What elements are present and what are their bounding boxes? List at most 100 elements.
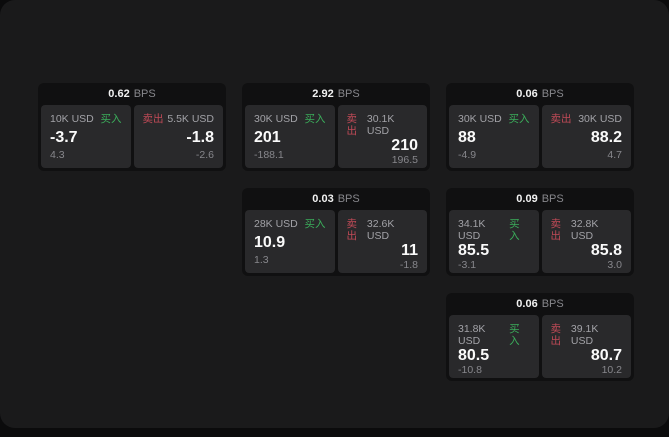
sell-sub-value: 4.7 bbox=[607, 149, 622, 161]
spread-value: 0.06 bbox=[516, 298, 538, 310]
sell-sub-value: -2.6 bbox=[195, 149, 214, 161]
sell-price-value: -1.8 bbox=[186, 128, 214, 146]
spread-header: 2.92 BPS bbox=[242, 83, 430, 105]
buy-trade-size: 34.1K USD bbox=[458, 218, 486, 242]
buy-top-row: 30K USD 买入 bbox=[254, 113, 326, 125]
price-tile-card: 0.06 BPS 31.8K USD 买入 80.5 -10.8 卖出 39.1… bbox=[446, 293, 634, 381]
sell-panel[interactable]: 卖出 5.5K USD -1.8 -2.6 bbox=[133, 105, 223, 168]
buy-panel[interactable]: 30K USD 买入 201 -188.1 bbox=[245, 105, 335, 168]
sell-top-row: 卖出 30.1K USD bbox=[347, 113, 419, 137]
sell-side-label: 卖出 bbox=[550, 323, 562, 347]
spread-value: 0.62 bbox=[108, 88, 130, 100]
panels-container: 10K USD 买入 -3.7 4.3 卖出 5.5K USD -1.8 -2.… bbox=[38, 105, 226, 171]
buy-side-label: 买入 bbox=[304, 113, 326, 125]
buy-side-label: 买入 bbox=[508, 113, 530, 125]
panels-container: 28K USD 买入 10.9 1.3 卖出 32.6K USD 11 -1.8 bbox=[242, 210, 430, 276]
panels-container: 34.1K USD 买入 85.5 -3.1 卖出 32.8K USD 85.8… bbox=[446, 210, 634, 276]
buy-sub-value: -188.1 bbox=[254, 149, 284, 161]
buy-price-value: -3.7 bbox=[50, 128, 78, 146]
buy-top-row: 28K USD 买入 bbox=[254, 218, 326, 230]
sell-top-row: 卖出 32.8K USD bbox=[551, 218, 623, 242]
price-tile-card: 0.06 BPS 30K USD 买入 88 -4.9 卖出 30K USD 8… bbox=[446, 83, 634, 171]
sell-panel[interactable]: 卖出 39.1K USD 80.7 10.2 bbox=[541, 315, 631, 378]
sell-trade-size: 32.8K USD bbox=[570, 218, 599, 242]
sell-side-label: 卖出 bbox=[346, 113, 358, 137]
spread-unit: BPS bbox=[337, 193, 360, 205]
spread-unit: BPS bbox=[541, 298, 564, 310]
sell-price-value: 80.7 bbox=[590, 347, 622, 364]
sell-panel[interactable]: 卖出 32.8K USD 85.8 3.0 bbox=[541, 210, 631, 273]
spread-header: 0.06 BPS bbox=[446, 293, 634, 315]
price-tile-card: 2.92 BPS 30K USD 买入 201 -188.1 卖出 30.1K … bbox=[242, 83, 430, 171]
price-tiles-grid: 0.62 BPS 10K USD 买入 -3.7 4.3 卖出 5.5K USD… bbox=[38, 83, 634, 381]
spread-header: 0.06 BPS bbox=[446, 83, 634, 105]
buy-sub-value: -4.9 bbox=[458, 149, 477, 161]
sell-side-label: 卖出 bbox=[346, 218, 358, 242]
spread-unit: BPS bbox=[541, 193, 564, 205]
spread-value: 0.06 bbox=[516, 88, 538, 100]
buy-trade-size: 30K USD bbox=[254, 113, 298, 125]
buy-trade-size: 28K USD bbox=[254, 218, 298, 230]
buy-top-row: 31.8K USD 买入 bbox=[458, 323, 530, 347]
sell-top-row: 卖出 5.5K USD bbox=[143, 113, 215, 125]
buy-top-row: 10K USD 买入 bbox=[50, 113, 122, 125]
sell-trade-size: 5.5K USD bbox=[167, 113, 214, 125]
sell-side-label: 卖出 bbox=[550, 218, 562, 242]
buy-side-label: 买入 bbox=[509, 323, 520, 347]
sell-sub-value: 196.5 bbox=[391, 154, 418, 166]
panels-container: 30K USD 买入 88 -4.9 卖出 30K USD 88.2 4.7 bbox=[446, 105, 634, 171]
sell-sub-value: -1.8 bbox=[399, 259, 418, 271]
sell-price-value: 210 bbox=[391, 137, 418, 154]
spread-header: 0.03 BPS bbox=[242, 188, 430, 210]
buy-panel[interactable]: 28K USD 买入 10.9 1.3 bbox=[245, 210, 335, 273]
sell-top-row: 卖出 32.6K USD bbox=[347, 218, 419, 242]
price-tile-card: 0.09 BPS 34.1K USD 买入 85.5 -3.1 卖出 32.8K… bbox=[446, 188, 634, 276]
buy-price-value: 10.9 bbox=[254, 233, 286, 251]
spread-unit: BPS bbox=[133, 88, 156, 100]
buy-panel[interactable]: 30K USD 买入 88 -4.9 bbox=[449, 105, 539, 168]
sell-price-value: 11 bbox=[401, 242, 418, 259]
sell-trade-size: 32.6K USD bbox=[366, 218, 395, 242]
sell-panel[interactable]: 卖出 30.1K USD 210 196.5 bbox=[337, 105, 427, 168]
buy-price-value: 85.5 bbox=[458, 242, 490, 259]
spread-value: 0.09 bbox=[516, 193, 538, 205]
buy-trade-size: 31.8K USD bbox=[458, 323, 486, 347]
buy-trade-size: 10K USD bbox=[50, 113, 94, 125]
panels-container: 30K USD 买入 201 -188.1 卖出 30.1K USD 210 1… bbox=[242, 105, 430, 171]
sell-sub-value: 10.2 bbox=[601, 364, 622, 376]
app-window: 0.62 BPS 10K USD 买入 -3.7 4.3 卖出 5.5K USD… bbox=[0, 0, 669, 428]
spread-unit: BPS bbox=[541, 88, 564, 100]
buy-sub-value: 1.3 bbox=[254, 254, 269, 266]
sell-panel[interactable]: 卖出 30K USD 88.2 4.7 bbox=[541, 105, 631, 168]
buy-sub-value: 4.3 bbox=[50, 149, 65, 161]
sell-price-value: 88.2 bbox=[590, 128, 622, 146]
buy-trade-size: 30K USD bbox=[458, 113, 502, 125]
sell-panel[interactable]: 卖出 32.6K USD 11 -1.8 bbox=[337, 210, 427, 273]
sell-side-label: 卖出 bbox=[142, 113, 164, 125]
buy-side-label: 买入 bbox=[304, 218, 326, 230]
sell-top-row: 卖出 30K USD bbox=[551, 113, 623, 125]
buy-top-row: 34.1K USD 买入 bbox=[458, 218, 530, 242]
buy-side-label: 买入 bbox=[100, 113, 122, 125]
buy-price-value: 201 bbox=[254, 128, 281, 146]
sell-price-value: 85.8 bbox=[590, 242, 622, 259]
buy-sub-value: -10.8 bbox=[458, 364, 482, 376]
buy-sub-value: -3.1 bbox=[458, 259, 477, 271]
spread-header: 0.62 BPS bbox=[38, 83, 226, 105]
buy-price-value: 80.5 bbox=[458, 347, 490, 364]
sell-sub-value: 3.0 bbox=[607, 259, 622, 271]
spread-header: 0.09 BPS bbox=[446, 188, 634, 210]
buy-panel[interactable]: 34.1K USD 买入 85.5 -3.1 bbox=[449, 210, 539, 273]
sell-side-label: 卖出 bbox=[550, 113, 572, 125]
buy-side-label: 买入 bbox=[509, 218, 520, 242]
sell-trade-size: 39.1K USD bbox=[570, 323, 599, 347]
buy-top-row: 30K USD 买入 bbox=[458, 113, 530, 125]
buy-panel[interactable]: 10K USD 买入 -3.7 4.3 bbox=[41, 105, 131, 168]
sell-trade-size: 30K USD bbox=[578, 113, 622, 125]
spread-value: 0.03 bbox=[312, 193, 334, 205]
buy-panel[interactable]: 31.8K USD 买入 80.5 -10.8 bbox=[449, 315, 539, 378]
sell-top-row: 卖出 39.1K USD bbox=[551, 323, 623, 347]
panels-container: 31.8K USD 买入 80.5 -10.8 卖出 39.1K USD 80.… bbox=[446, 315, 634, 381]
buy-price-value: 88 bbox=[458, 128, 476, 146]
price-tile-card: 0.62 BPS 10K USD 买入 -3.7 4.3 卖出 5.5K USD… bbox=[38, 83, 226, 171]
